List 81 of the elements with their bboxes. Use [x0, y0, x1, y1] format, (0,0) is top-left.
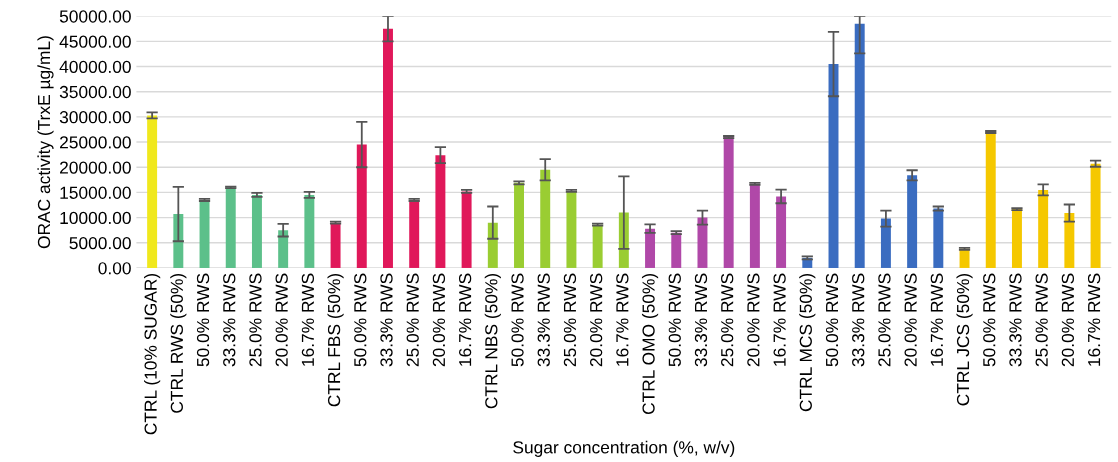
x-tick-label: 20.0% RWS [1061, 273, 1075, 367]
x-tick-label: 20.0% RWS [904, 273, 917, 367]
x-tick-label: 50.0% RWS [983, 273, 996, 367]
y-axis-title: ORAC activity (TrxE µg/mL) [37, 36, 54, 249]
bar [907, 175, 918, 268]
bar [435, 155, 446, 268]
bar [409, 199, 420, 268]
x-tick-label: 25.0% RWS [406, 273, 419, 367]
x-tick-label: CTRL OMO (50%) [641, 273, 659, 415]
bar [776, 196, 787, 268]
bar [199, 199, 210, 268]
x-tick-label: 20.0% RWS [590, 273, 603, 367]
x-tick-label: 50.0% RWS [825, 273, 839, 367]
x-tick-label: 50.0% RWS [511, 273, 524, 367]
y-tick-label: 45000.00 [59, 35, 131, 48]
x-tick-label: 33.3% RWS [694, 273, 708, 367]
bar [225, 187, 236, 268]
bar [933, 208, 944, 268]
y-tick-label: 35000.00 [59, 85, 131, 99]
x-tick-label: 16.7% RWS [1087, 273, 1101, 366]
x-tick-label: 33.3% RWS [537, 273, 550, 367]
y-tick-label: 50000.00 [59, 10, 131, 23]
bar [304, 194, 315, 268]
x-tick-label: 50.0% RWS [196, 273, 210, 367]
x-tick-label: CTRL RWS (50%) [170, 273, 187, 413]
y-tick-label: 25000.00 [60, 136, 131, 149]
bar [592, 224, 603, 268]
bar [251, 194, 262, 268]
x-tick-label: CTRL JCS (50%) [956, 273, 973, 406]
x-tick-label: CTRL NBS (50%) [484, 273, 501, 409]
x-tick-label: 16.7% RWS [458, 273, 472, 366]
y-tick-label: 5000.00 [69, 236, 131, 250]
bar [880, 218, 891, 268]
bar [671, 232, 682, 268]
x-tick-label: 33.3% RWS [223, 273, 236, 367]
x-tick-label: 20.0% RWS [747, 273, 760, 367]
bar [749, 183, 760, 268]
bar [1038, 189, 1049, 268]
bar [1011, 209, 1022, 268]
x-tick-label: 25.0% RWS [249, 273, 262, 367]
bar [330, 222, 341, 268]
bar [723, 137, 734, 268]
x-tick-label: 33.3% RWS [852, 273, 865, 367]
x-tick-label: 50.0% RWS [668, 273, 681, 367]
x-tick-label: 16.7% RWS [301, 273, 315, 366]
bar [278, 230, 289, 268]
x-tick-label: 33.3% RWS [380, 273, 393, 367]
x-tick-label: 25.0% RWS [1035, 273, 1048, 367]
y-tick-label: 20000.00 [60, 161, 131, 174]
bar [1064, 213, 1075, 268]
y-tick-label: 40000.00 [59, 60, 131, 73]
x-tick-label: 20.0% RWS [432, 273, 446, 367]
x-tick-label: 50.0% RWS [354, 273, 367, 367]
bar [461, 191, 472, 268]
x-tick-label: 16.7% RWS [773, 273, 786, 366]
x-tick-label: 25.0% RWS [563, 273, 577, 367]
bar [854, 23, 865, 268]
bar [985, 131, 996, 268]
y-tick-label: 15000.00 [60, 186, 131, 199]
bar [540, 169, 551, 268]
x-tick-label: 25.0% RWS [878, 273, 891, 367]
bar [566, 190, 577, 268]
bar [1090, 163, 1101, 268]
x-tick-label: CTRL FBS (50%) [327, 273, 344, 407]
x-tick-label: CTRL (10% SUGAR) [144, 273, 161, 435]
y-tick-label: 0.00 [98, 262, 131, 275]
bar [514, 182, 524, 268]
bar [356, 144, 367, 268]
x-tick-label: 33.3% RWS [1009, 273, 1022, 367]
x-tick-label: 16.7% RWS [930, 273, 943, 366]
x-tick-label: 25.0% RWS [721, 273, 734, 367]
x-tick-label: 16.7% RWS [616, 273, 629, 366]
x-tick-label: 20.0% RWS [275, 273, 288, 367]
y-tick-label: 30000.00 [59, 111, 131, 124]
bar [697, 217, 708, 268]
bar [645, 228, 656, 268]
x-axis-title: Sugar concentration (%, w/v) [513, 440, 735, 457]
bar [147, 115, 158, 268]
bar [383, 28, 393, 268]
y-tick-label: 10000.00 [60, 211, 131, 225]
x-tick-label: CTRL MCS (50%) [799, 273, 816, 412]
